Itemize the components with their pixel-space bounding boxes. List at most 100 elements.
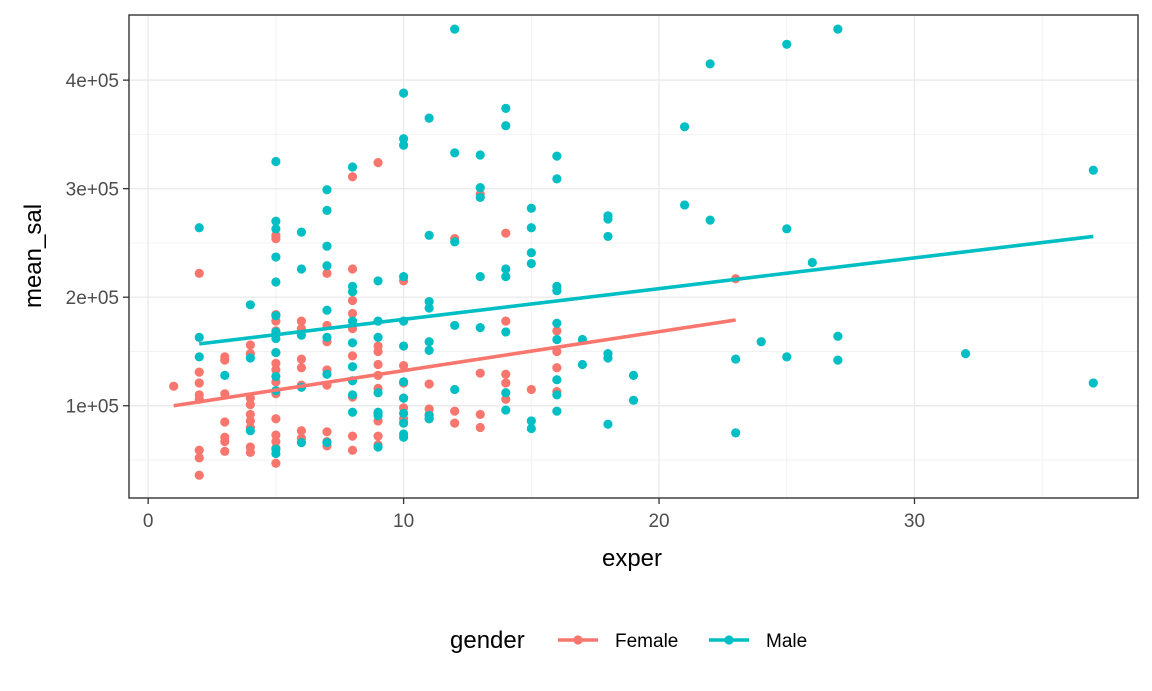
data-point-male	[501, 103, 511, 113]
data-point-male	[501, 388, 511, 398]
data-point-female	[347, 308, 358, 319]
data-point-male	[731, 354, 741, 364]
data-point-male	[782, 224, 792, 234]
data-point-female	[373, 359, 383, 370]
data-point-male	[450, 237, 460, 247]
data-point-female	[194, 445, 204, 455]
data-point-female	[501, 316, 511, 326]
data-point-male	[399, 140, 409, 150]
data-point-male	[373, 332, 383, 342]
data-point-male	[347, 390, 358, 400]
data-point-female	[245, 340, 255, 350]
data-point-male	[603, 353, 613, 363]
data-point-male	[347, 287, 358, 297]
data-point-male	[220, 370, 230, 380]
data-point-female	[347, 445, 358, 455]
data-point-male	[501, 264, 511, 274]
trend-layer	[173, 234, 1094, 408]
data-point-male	[245, 426, 255, 436]
y-tick-label: 3e+05	[66, 180, 119, 201]
data-point-male	[450, 320, 460, 331]
data-point-male	[245, 300, 255, 310]
data-point-male	[475, 150, 485, 160]
data-point-male	[322, 205, 332, 215]
data-point-male	[322, 438, 332, 448]
data-point-male	[679, 122, 690, 132]
data-point-male	[296, 264, 307, 274]
data-point-female	[373, 431, 383, 441]
data-point-male	[475, 322, 485, 333]
data-point-male	[526, 258, 536, 269]
data-point-male	[475, 192, 485, 202]
data-point-male	[399, 341, 409, 351]
data-point-male	[603, 419, 613, 429]
data-point-female	[245, 409, 255, 420]
data-point-female	[399, 360, 409, 371]
data-point-male	[705, 59, 715, 69]
data-point-male	[782, 352, 792, 362]
data-point-female	[296, 426, 307, 436]
data-point-male	[271, 371, 281, 382]
data-point-female	[552, 363, 562, 373]
data-point-male	[577, 359, 588, 370]
x-tick-label: 20	[648, 511, 669, 532]
data-point-female	[271, 233, 281, 244]
data-point-male	[501, 121, 511, 131]
data-point-female	[194, 367, 204, 377]
data-point-male	[475, 271, 485, 282]
data-point-male	[1088, 165, 1098, 175]
data-point-male	[807, 257, 817, 268]
data-point-female	[373, 346, 383, 357]
data-point-female	[450, 418, 460, 428]
data-point-female	[501, 228, 511, 238]
data-point-female	[220, 446, 230, 456]
data-point-male	[347, 407, 358, 417]
x-tick-label: 30	[904, 511, 925, 532]
data-point-male	[373, 388, 383, 398]
data-point-female	[501, 378, 511, 388]
x-axis: 0 10 20 30	[143, 498, 925, 532]
data-point-male	[424, 337, 434, 347]
data-point-male	[194, 223, 204, 233]
y-axis-title: mean_sal	[20, 204, 47, 308]
data-point-female	[169, 381, 179, 391]
data-point-female	[475, 368, 485, 378]
data-point-female	[552, 326, 562, 336]
data-point-male	[552, 286, 562, 296]
data-point-male	[705, 215, 715, 225]
legend-key-point-male	[724, 635, 734, 645]
data-point-female	[194, 470, 204, 480]
data-point-male	[194, 352, 204, 362]
data-point-male	[322, 185, 332, 195]
data-point-female	[373, 158, 383, 168]
data-point-male	[271, 252, 281, 262]
data-point-male	[450, 384, 460, 395]
data-point-male	[526, 248, 536, 258]
y-tick-label: 1e+05	[66, 397, 119, 418]
data-point-male	[373, 442, 383, 452]
data-point-male	[552, 151, 562, 161]
data-point-female	[271, 365, 281, 375]
data-point-female	[347, 431, 358, 441]
plot-panel-border	[128, 14, 1139, 499]
data-point-male	[347, 338, 358, 348]
data-point-male	[628, 395, 639, 405]
legend-key-point-female	[573, 635, 583, 645]
x-tick-label: 0	[143, 511, 154, 532]
data-point-male	[501, 271, 511, 282]
data-point-female	[220, 355, 230, 365]
data-point-male	[526, 203, 536, 213]
data-point-male	[603, 231, 613, 242]
data-point-male	[399, 88, 409, 98]
data-point-male	[782, 39, 792, 49]
data-point-male	[960, 349, 971, 359]
data-point-male	[271, 347, 281, 358]
data-point-male	[450, 24, 460, 34]
data-point-male	[424, 414, 434, 424]
data-point-male	[603, 214, 613, 224]
data-point-male	[271, 448, 281, 459]
data-point-female	[245, 416, 255, 426]
data-point-female	[271, 458, 281, 468]
